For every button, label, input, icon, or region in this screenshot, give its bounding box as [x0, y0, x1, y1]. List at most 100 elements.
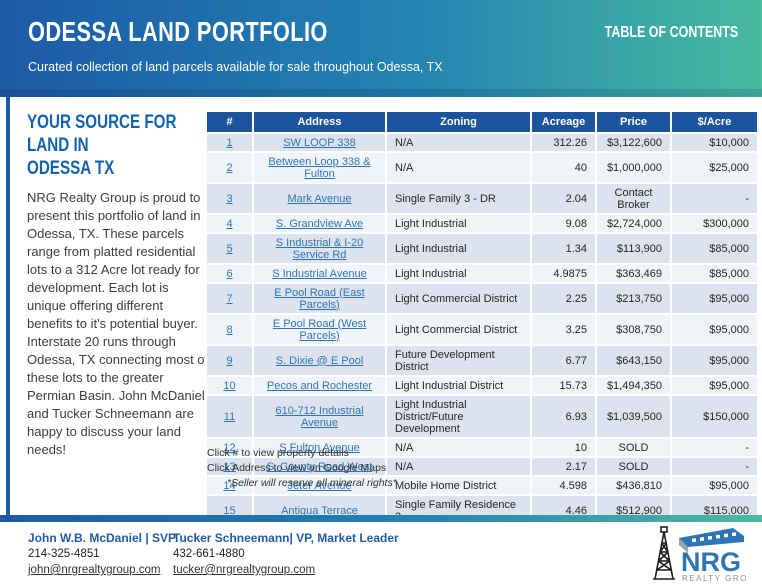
- property-address-link[interactable]: S Industrial Avenue: [272, 267, 367, 280]
- property-number-link[interactable]: 2: [226, 161, 233, 174]
- zoning-cell: Single Family 3 - DR: [385, 182, 532, 215]
- price-cell: $213,750: [595, 282, 672, 315]
- price-cell: SOLD: [595, 437, 672, 458]
- table-cell: 13: [205, 456, 254, 477]
- contact-tucker: Tucker Schneemann| VP, Market Leader 432…: [173, 531, 399, 578]
- property-number-link[interactable]: 11: [223, 410, 236, 423]
- acreage-cell: 6.93: [530, 394, 597, 439]
- property-address-link[interactable]: S. Dixie @ E Pool: [275, 354, 364, 367]
- contact-phone: 432-661-4880: [173, 548, 245, 560]
- price-cell: Contact Broker: [595, 182, 672, 215]
- price-cell: $3,122,600: [595, 132, 672, 153]
- property-address-link[interactable]: Between Loop 338 & Fulton: [268, 155, 371, 180]
- property-number-link[interactable]: 6: [226, 267, 233, 280]
- price-per-acre-cell: $95,000: [670, 344, 759, 377]
- property-number-link[interactable]: 13: [223, 460, 236, 473]
- property-number-link[interactable]: 14: [223, 479, 236, 492]
- table-body: 1 SW LOOP 338 N/A 312.26 $3,122,600 $10,000 2 B…: [205, 132, 759, 527]
- price-cell: $436,810: [595, 475, 672, 496]
- table-cell: 1: [205, 132, 254, 153]
- table-cell: S Fulton Avenue: [252, 437, 387, 458]
- table-cell: S. County Road West: [252, 456, 387, 477]
- price-per-acre-cell: $25,000: [670, 151, 759, 184]
- property-address-link[interactable]: E Pool Road (East Parcels): [274, 286, 365, 311]
- left-accent-rule: [6, 97, 10, 515]
- table-cell: E Pool Road (East Parcels): [252, 282, 387, 315]
- table-row: 14 Jeter Avenue Mobile Home District 4.598 $…: [205, 475, 759, 496]
- property-number-link[interactable]: 8: [226, 323, 233, 336]
- property-address-link[interactable]: S. Grandview Ave: [275, 217, 364, 230]
- table-row: 13 S. County Road West N/A 2.17 SOLD -: [205, 456, 759, 477]
- property-address-link[interactable]: SW LOOP 338: [283, 136, 356, 149]
- column-header-zoning: Zoning: [385, 110, 532, 134]
- property-number-link[interactable]: 4: [226, 217, 233, 230]
- property-number-link[interactable]: 7: [226, 292, 233, 305]
- property-address-link[interactable]: S Industrial & I-20 Service Rd: [275, 236, 364, 261]
- acreage-cell: 3.25: [530, 313, 597, 346]
- price-cell: $363,469: [595, 263, 672, 284]
- slide-header: ODESSA LAND PORTFOLIO TABLE OF CONTENTS …: [0, 0, 762, 97]
- table-row: 6 S Industrial Avenue Light Industrial 4.98…: [205, 263, 759, 284]
- footer-divider-bar: [0, 515, 762, 522]
- contact-name: John W.B. McDaniel | SVP: [28, 531, 177, 545]
- price-per-acre-cell: $95,000: [670, 475, 759, 496]
- property-number-link[interactable]: 12: [223, 441, 236, 454]
- zoning-cell: N/A: [385, 151, 532, 184]
- property-number-link[interactable]: 10: [223, 379, 236, 392]
- property-number-link[interactable]: 15: [223, 504, 236, 517]
- price-cell: $1,494,350: [595, 375, 672, 396]
- property-address-link[interactable]: 610-712 Industrial Avenue: [275, 404, 364, 429]
- table-cell: Between Loop 338 & Fulton: [252, 151, 387, 184]
- acreage-cell: 10: [530, 437, 597, 458]
- table-cell: 5: [205, 232, 254, 265]
- zoning-cell: Mobile Home District: [385, 475, 532, 496]
- column-header-number: #: [205, 110, 254, 134]
- logo-subtext: REALTY GROUP: [682, 574, 748, 583]
- table-cell: Pecos and Rochester: [252, 375, 387, 396]
- note-click-address: Click Address to view on Google Maps: [207, 461, 387, 474]
- acreage-cell: 312.26: [530, 132, 597, 153]
- table-row: 2 Between Loop 338 & Fulton N/A 40 $1,000,00…: [205, 151, 759, 184]
- table-cell: 10: [205, 375, 254, 396]
- column-header-acreage: Acreage: [530, 110, 597, 134]
- table-of-contents-label: TABLE OF CONTENTS: [604, 24, 738, 41]
- property-number-link[interactable]: 5: [226, 242, 233, 255]
- table-row: 3 Mark Avenue Single Family 3 - DR 2.04 Cont…: [205, 182, 759, 215]
- property-address-link[interactable]: Mark Avenue: [287, 192, 352, 205]
- table-cell: S Industrial & I-20 Service Rd: [252, 232, 387, 265]
- oil-derrick-icon: [653, 526, 675, 580]
- table-cell: 610-712 Industrial Avenue: [252, 394, 387, 439]
- property-address-link[interactable]: E Pool Road (West Parcels): [272, 317, 367, 342]
- price-per-acre-cell: $150,000: [670, 394, 759, 439]
- price-cell: $113,900: [595, 232, 672, 265]
- property-address-link[interactable]: Jeter Avenue: [287, 479, 352, 492]
- table-cell: 14: [205, 475, 254, 496]
- table-notes: Click # to view property details Click A…: [207, 446, 386, 475]
- table-row: 8 E Pool Road (West Parcels) Light Commerc…: [205, 313, 759, 346]
- property-address-link[interactable]: S Fulton Avenue: [279, 441, 360, 454]
- property-address-link[interactable]: S. County Road West: [266, 460, 373, 473]
- price-cell: $643,150: [595, 344, 672, 377]
- zoning-cell: Light Industrial: [385, 263, 532, 284]
- contact-email-link[interactable]: tucker@nrgrealtygroup.com: [173, 564, 316, 576]
- property-number-link[interactable]: 9: [226, 354, 233, 367]
- contact-email-link[interactable]: john@nrgrealtygroup.com: [28, 564, 161, 576]
- zoning-cell: Light Commercial District: [385, 282, 532, 315]
- property-address-link[interactable]: Antigua Terrace: [281, 504, 358, 517]
- zoning-cell: Light Commercial District: [385, 313, 532, 346]
- table-cell: E Pool Road (West Parcels): [252, 313, 387, 346]
- nrg-realty-group-logo: NRG REALTY GROUP: [653, 526, 748, 583]
- acreage-cell: 2.04: [530, 182, 597, 215]
- property-number-link[interactable]: 3: [226, 192, 233, 205]
- table-cell: 9: [205, 344, 254, 377]
- table-cell: S. Dixie @ E Pool: [252, 344, 387, 377]
- property-number-link[interactable]: 1: [226, 136, 233, 149]
- table-row: 10 Pecos and Rochester Light Industrial Di…: [205, 375, 759, 396]
- price-per-acre-cell: $95,000: [670, 313, 759, 346]
- property-address-link[interactable]: Pecos and Rochester: [266, 379, 373, 392]
- parcel-table: # Address Zoning Acreage Price $/Acre 1 S…: [205, 110, 759, 527]
- mineral-rights-disclaimer: *Seller will reserve all mineral rights*: [227, 477, 397, 489]
- table-cell: S. Grandview Ave: [252, 213, 387, 234]
- zoning-cell: N/A: [385, 132, 532, 153]
- acreage-cell: 6.77: [530, 344, 597, 377]
